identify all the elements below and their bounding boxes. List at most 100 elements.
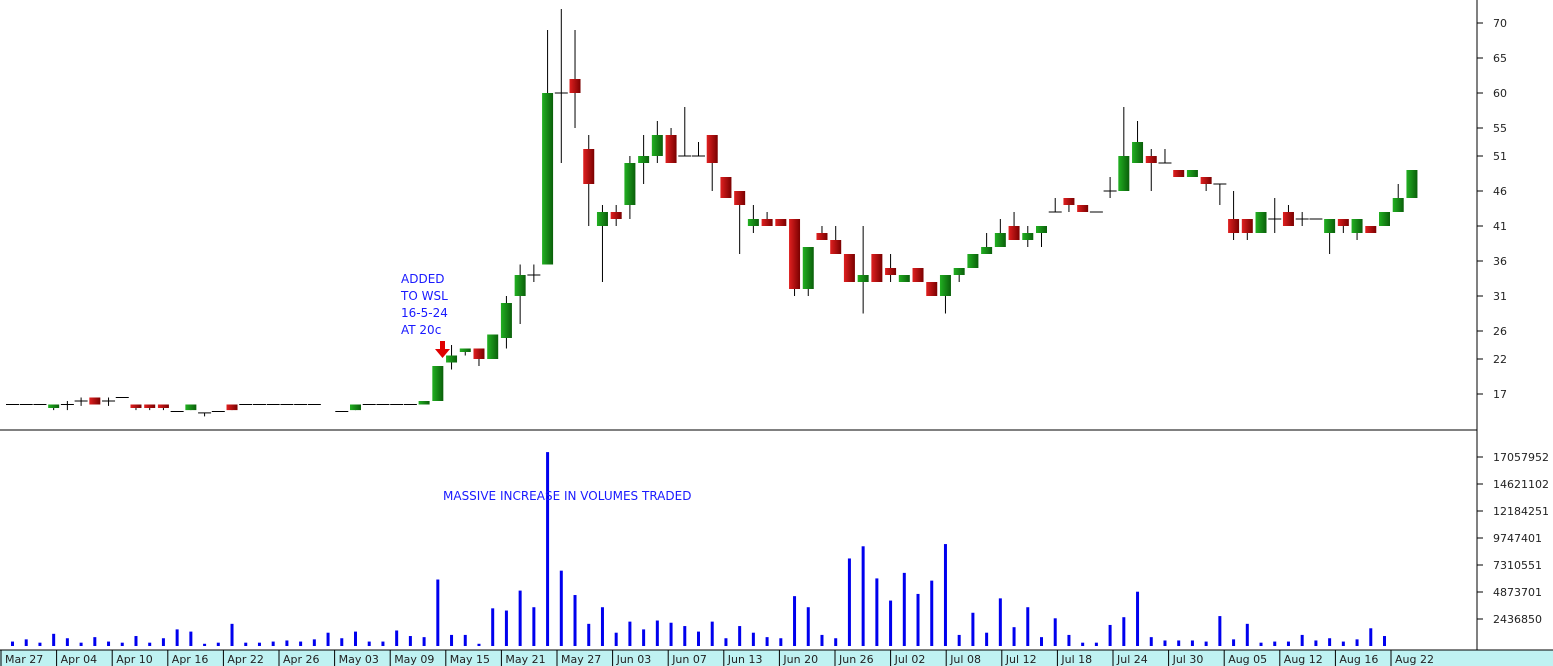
price-tick-label: 26	[1493, 325, 1507, 338]
candle-up	[1255, 212, 1267, 233]
volume-bar	[244, 642, 248, 646]
volume-bar	[463, 634, 467, 646]
volume-bar	[450, 634, 454, 646]
volume-bar	[107, 641, 111, 646]
candle-down	[830, 240, 842, 254]
candle-down	[734, 191, 746, 205]
candle-down	[473, 348, 485, 359]
volume-bar	[175, 629, 179, 646]
date-tick-label: Aug 22	[1395, 653, 1434, 666]
candle-up	[1132, 142, 1144, 163]
candle-down	[1173, 170, 1185, 177]
candle-down	[885, 268, 897, 275]
price-tick-label: 70	[1493, 17, 1507, 30]
volume-bar	[504, 610, 508, 646]
volume-bar	[381, 641, 385, 646]
volume-bar	[257, 642, 261, 646]
volume-bar	[1341, 641, 1345, 646]
date-tick-label: Jul 24	[1116, 653, 1148, 666]
price-tick-label: 51	[1493, 150, 1507, 163]
candle-up	[185, 404, 197, 411]
candle-down	[89, 397, 101, 405]
candle-up	[487, 334, 499, 359]
volume-bar	[422, 637, 426, 646]
volume-bar	[491, 608, 495, 646]
volume-bar	[738, 626, 742, 646]
volume-tick-label: 17057952	[1493, 451, 1549, 464]
candle-up	[994, 233, 1006, 247]
volume-bar	[930, 580, 934, 646]
date-axis: Mar 27 Apr 04 Apr 10 Apr 16 Apr 22 Apr 26 May …	[0, 650, 1434, 666]
date-tick-label: May 21	[505, 653, 545, 666]
volume-bar	[683, 626, 687, 646]
volume-tick-label: 9747401	[1493, 532, 1542, 545]
candle-up	[446, 355, 458, 363]
candle-down	[1337, 219, 1349, 226]
volume-bar	[79, 642, 83, 646]
volume-bar	[1204, 641, 1208, 646]
volume-bar	[354, 631, 357, 646]
price-tick-label: 41	[1493, 220, 1507, 233]
volume-bar	[203, 643, 207, 646]
date-tick-label: Jun 07	[671, 653, 707, 666]
volume-bar	[189, 631, 193, 646]
volume-bar	[367, 641, 371, 646]
volume-bar	[546, 452, 550, 646]
date-tick-label: Jul 08	[949, 653, 981, 666]
volume-bar	[24, 639, 28, 646]
volume-tick-label: 4873701	[1493, 586, 1542, 599]
volume-bar	[1122, 617, 1126, 646]
candle-up	[500, 303, 512, 338]
volume-bar	[834, 638, 838, 646]
volume-bar	[161, 638, 165, 646]
candle-down	[1063, 198, 1075, 205]
price-tick-label: 17	[1493, 388, 1507, 401]
volume-bar	[436, 579, 440, 646]
volume-bar	[1355, 639, 1359, 646]
candle-up	[651, 135, 663, 156]
date-tick-label: Apr 04	[61, 653, 98, 666]
volume-bar	[1026, 607, 1030, 646]
volume-bar	[52, 633, 56, 646]
candle-up	[1022, 233, 1034, 240]
date-tick-label: Jun 03	[616, 653, 652, 666]
volume-bar	[587, 623, 591, 646]
volume-tick-label: 2436850	[1493, 613, 1542, 626]
date-tick-label: May 15	[450, 653, 490, 666]
volume-bar	[765, 637, 769, 646]
volume-bar	[916, 593, 920, 646]
volume-bar	[1177, 640, 1181, 646]
candle-down	[871, 254, 883, 282]
candle-up	[459, 348, 471, 352]
volume-bar	[340, 638, 344, 646]
candle-down	[1228, 219, 1240, 233]
candle-down	[720, 177, 732, 198]
date-tick-label: Apr 26	[283, 653, 320, 666]
volume-bar	[285, 640, 289, 646]
date-axis-band	[0, 650, 1553, 666]
volume-bar	[1259, 642, 1263, 646]
volume-bar	[655, 620, 659, 646]
candle-down	[569, 79, 581, 93]
volume-bar	[600, 607, 604, 646]
volume-bar	[216, 642, 220, 646]
volume-bar	[861, 546, 865, 646]
volume-bar	[971, 612, 975, 646]
candle-up	[967, 254, 979, 268]
candle-up	[1118, 156, 1130, 191]
candle-down	[843, 254, 855, 282]
candle-up	[1036, 226, 1047, 233]
candle-up	[624, 163, 636, 205]
volume-bar	[1149, 637, 1153, 646]
volume-bar	[724, 638, 728, 646]
volume-bar	[998, 598, 1002, 646]
candle-up	[953, 268, 965, 275]
date-tick-label: Aug 16	[1339, 653, 1378, 666]
candle-down	[1077, 205, 1089, 212]
candle-up	[432, 366, 444, 401]
price-tick-label: 55	[1493, 122, 1507, 135]
candle-up	[939, 275, 951, 296]
volume-annotation: MASSIVE INCREASE IN VOLUMES TRADED	[443, 489, 691, 503]
